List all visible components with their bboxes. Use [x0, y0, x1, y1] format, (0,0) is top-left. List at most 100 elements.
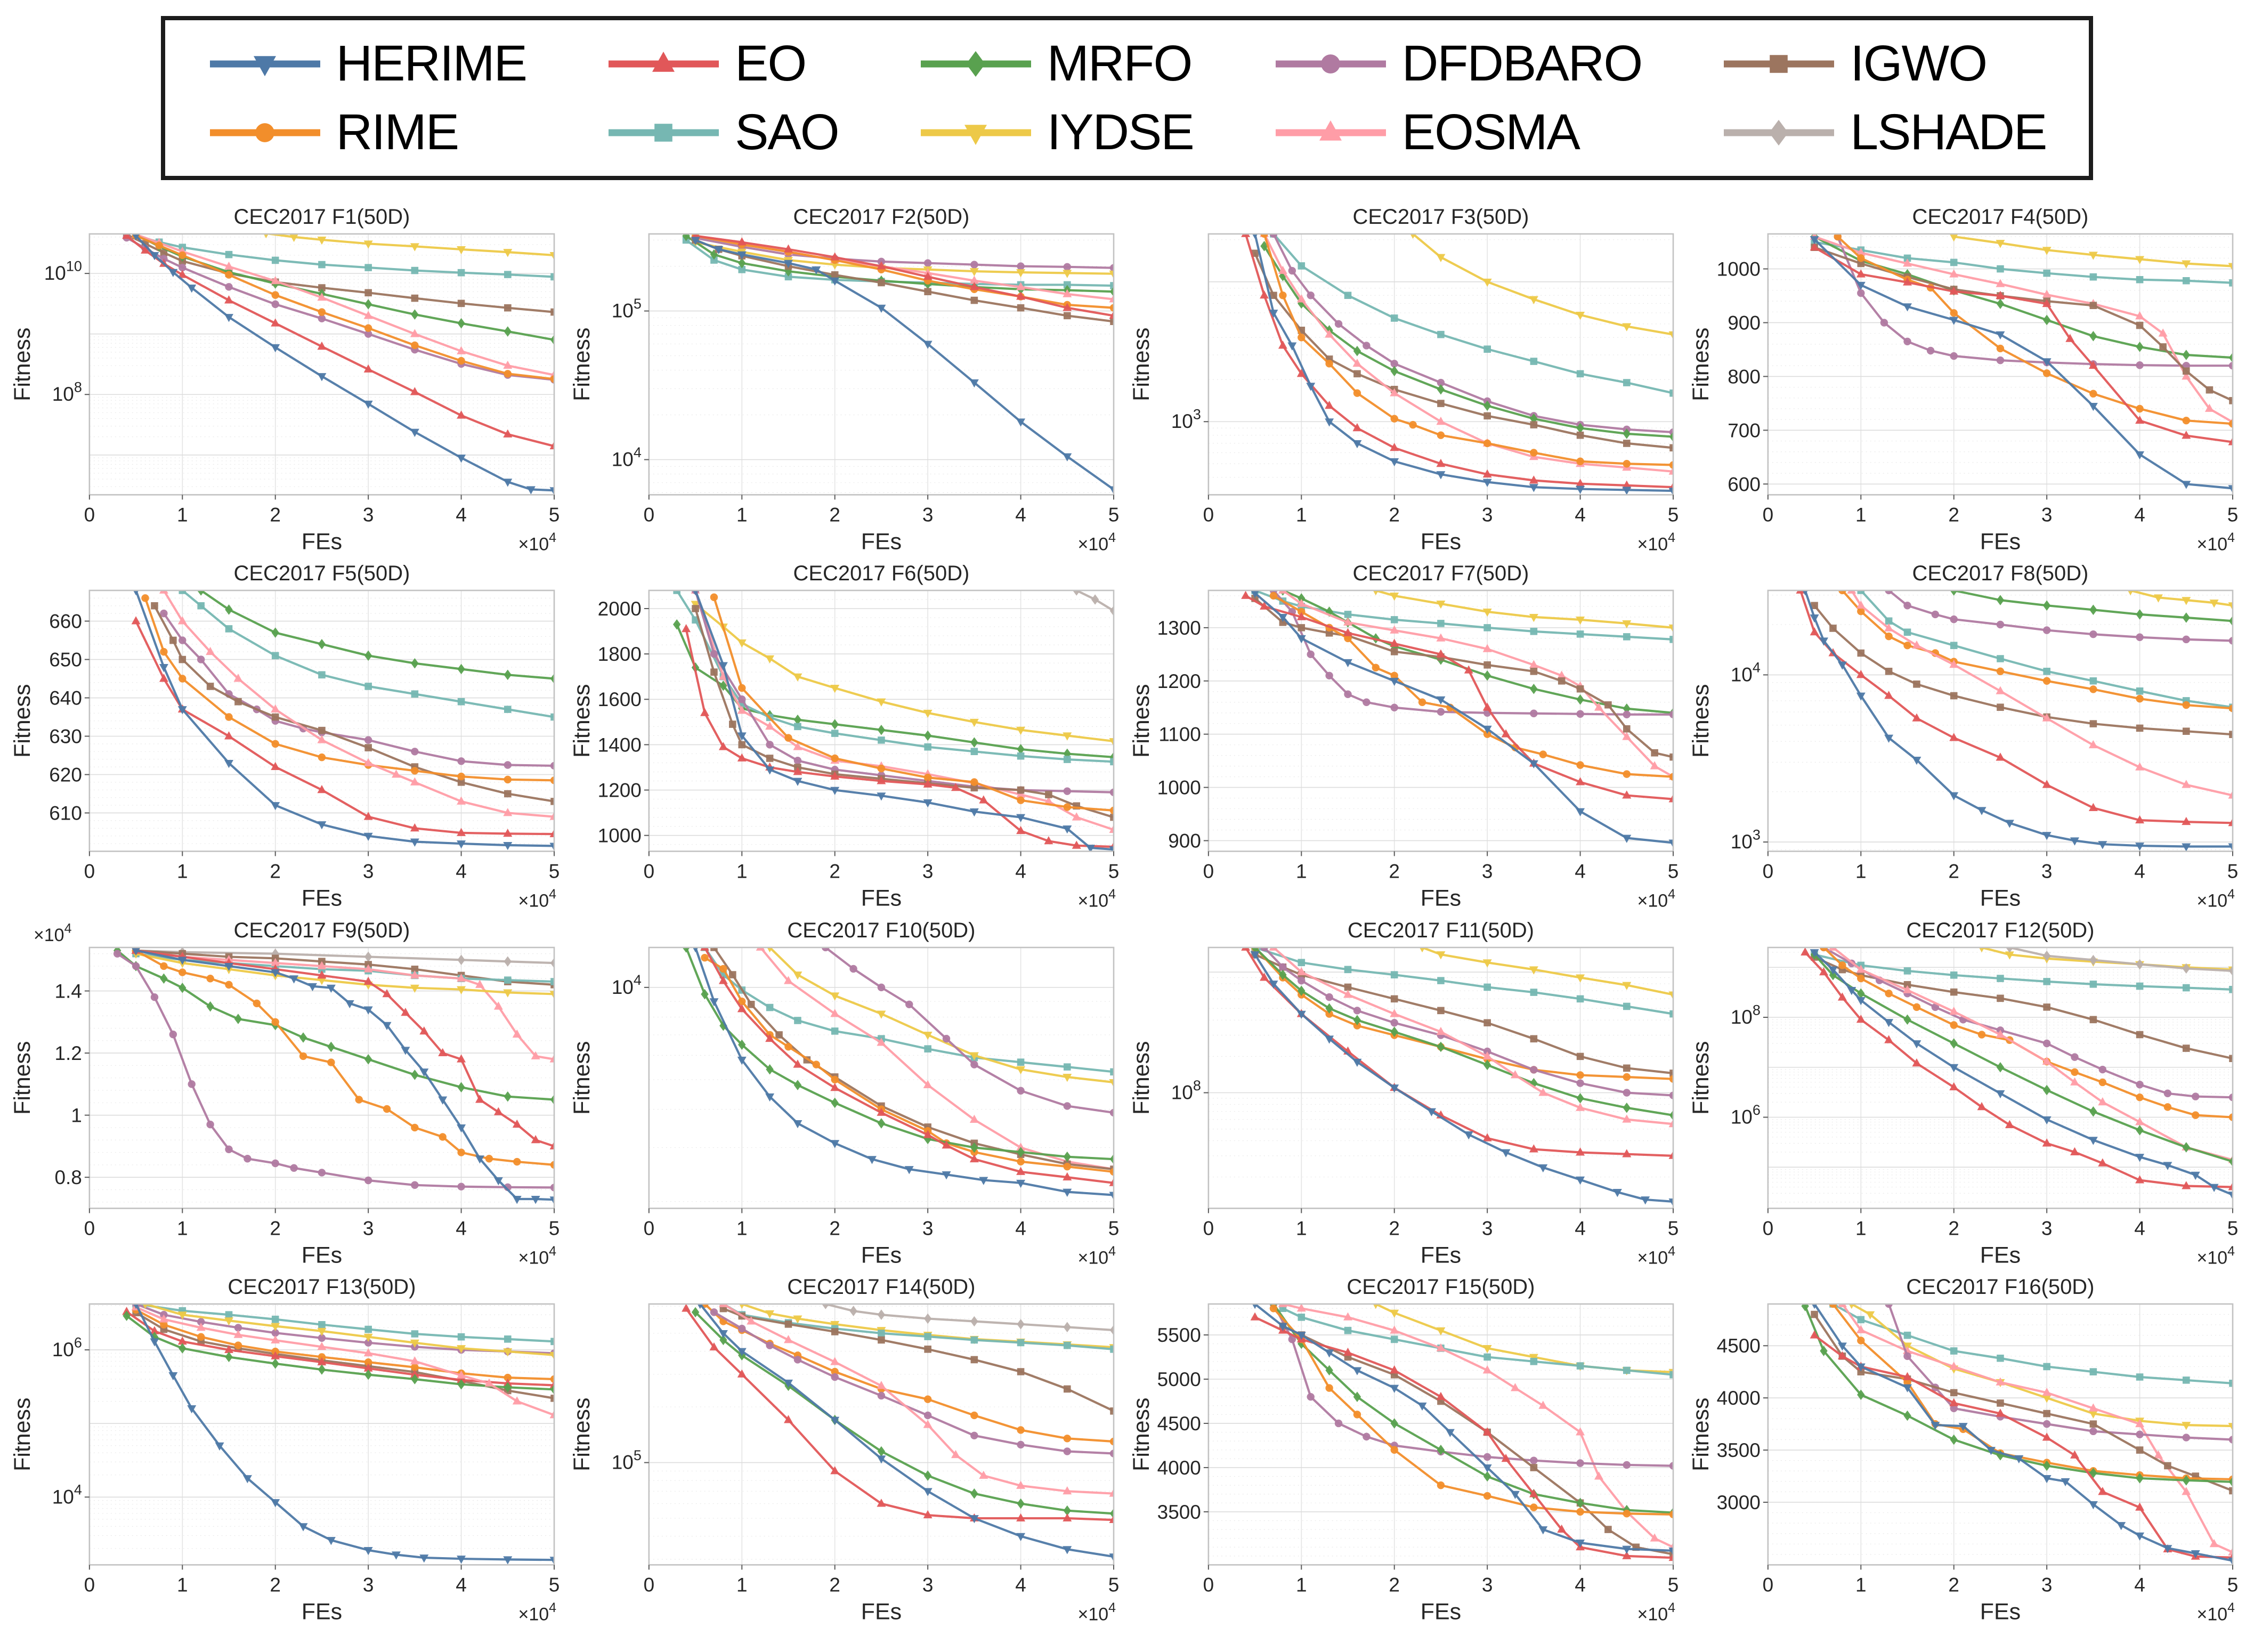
y-axis-label: Fitness [1688, 1398, 1714, 1471]
svg-text:3: 3 [2041, 504, 2053, 525]
svg-text:2: 2 [1948, 504, 1959, 525]
y-axis-label: Fitness [1129, 1041, 1154, 1114]
series-herime [132, 233, 555, 495]
svg-text:105: 105 [612, 296, 642, 322]
svg-text:2: 2 [270, 861, 281, 882]
x-axis-label: FEs [861, 1242, 902, 1268]
svg-text:104: 104 [1731, 660, 1761, 686]
series-eosma [131, 233, 555, 378]
legend-label-rime: RIME [336, 104, 459, 160]
series-eo [1810, 1330, 2233, 1561]
chart-cec2017-f5-50d-: CEC2017 F5(50D) 0 1 2 3 4 5 610 620 630 640 650 660 F… [10, 562, 560, 911]
series-eo [122, 1307, 555, 1389]
series-mrfo [123, 1310, 555, 1395]
x-exponent-label: ×104 [1078, 887, 1116, 911]
tick-marks [1203, 627, 1674, 856]
svg-text:4: 4 [1575, 861, 1586, 882]
series-igwo [1251, 950, 1674, 1077]
series-mrfo [1251, 947, 1674, 1121]
svg-text:4000: 4000 [1717, 1387, 1761, 1409]
series-rime [1838, 590, 2233, 713]
series-dfdbaro [1820, 947, 2233, 1102]
svg-text:0: 0 [1763, 504, 1774, 525]
series-eosma [159, 590, 555, 820]
chart-title: CEC2017 F2(50D) [793, 205, 970, 229]
chart-cec2017-f14-50d-: CEC2017 F14(50D) 0 1 2 3 4 5 105 FEs ×104 Fitness [569, 1275, 1119, 1624]
series-rime [132, 1306, 555, 1383]
x-axis-label: FEs [1980, 886, 2021, 911]
legend-label-herime: HERIME [336, 35, 528, 92]
axes-box [648, 590, 1115, 853]
series-rime [141, 594, 555, 785]
chart-title: CEC2017 F4(50D) [1912, 205, 2089, 229]
series-eo [682, 624, 1114, 851]
chart-title: CEC2017 F10(50D) [787, 919, 975, 942]
grid-lines [1208, 947, 1674, 1209]
series-eo [682, 1304, 1114, 1524]
legend-item-iydse: IYDSE [919, 107, 1195, 158]
svg-text:2: 2 [1948, 1217, 1959, 1239]
svg-text:1: 1 [736, 1574, 748, 1596]
labels: CEC2017 F4(50D) 0 1 2 3 4 5 600 700 800 900 1000 FEs… [1688, 205, 2238, 554]
legend-label-igwo: IGWO [1850, 35, 1988, 92]
x-axis-label: FEs [861, 1599, 902, 1624]
axes-box [1767, 233, 2234, 496]
series-herime [692, 947, 1114, 1200]
legend-item-sao: SAO [606, 107, 840, 158]
chart-cec2017-f6-50d-: CEC2017 F6(50D) 0 1 2 3 4 5 1000 1200 1400 1600 180… [569, 562, 1119, 911]
series-eo [131, 947, 555, 1149]
x-exponent-label: ×104 [1637, 887, 1676, 911]
series-iydse [1419, 947, 1674, 1000]
svg-text:2: 2 [1389, 504, 1400, 525]
svg-text:5: 5 [549, 1217, 560, 1239]
svg-text:2: 2 [270, 1574, 281, 1596]
svg-text:1: 1 [1855, 861, 1867, 882]
axes-box [1767, 590, 2234, 853]
x-exponent-label: ×104 [1078, 530, 1116, 554]
chart-cec2017-f9-50d-: CEC2017 F9(50D) 0 1 2 3 4 5 0.8 1 1.2 1.4 FEs ×104 ×1… [10, 919, 560, 1268]
series-herime [133, 590, 555, 852]
tick-marks [1763, 1345, 2234, 1570]
svg-text:3500: 3500 [1717, 1439, 1761, 1461]
series-mrfo [113, 947, 555, 1105]
series-group [122, 233, 555, 495]
svg-text:108: 108 [1731, 1002, 1761, 1028]
series-rime [701, 953, 1114, 1176]
labels: CEC2017 F16(50D) 0 1 2 3 4 5 3000 3500 4000 4500 FE… [1688, 1275, 2238, 1624]
labels: CEC2017 F1(50D) 0 1 2 3 4 5 108 1010 FEs ×104 Fitne… [10, 205, 560, 554]
y-axis-label: Fitness [569, 1041, 595, 1114]
series-eosma [1847, 590, 2233, 799]
svg-text:700: 700 [1728, 419, 1761, 441]
diamond-line-icon [920, 51, 1031, 77]
chart-title: CEC2017 F16(50D) [1906, 1275, 2094, 1299]
svg-text:4: 4 [456, 1574, 467, 1596]
svg-text:0: 0 [84, 861, 95, 882]
series-herime [692, 590, 1114, 852]
y-axis-label: Fitness [569, 1398, 595, 1471]
svg-text:108: 108 [1171, 1078, 1201, 1104]
series-rime [132, 233, 555, 383]
svg-text:900: 900 [1728, 312, 1761, 334]
series-mrfo [1279, 590, 1674, 718]
series-group [682, 233, 1114, 495]
legend-label-eosma: EOSMA [1401, 104, 1580, 160]
x-exponent-label: ×104 [1637, 1600, 1676, 1624]
tick-marks [644, 310, 1115, 500]
svg-text:103: 103 [1731, 827, 1761, 853]
series-sao [719, 1304, 1114, 1353]
svg-text:0.8: 0.8 [55, 1167, 82, 1188]
y-axis-label: Fitness [1129, 328, 1154, 401]
series-eo [691, 233, 1114, 319]
svg-text:1: 1 [1296, 1217, 1307, 1239]
series-group [1796, 590, 2233, 852]
series-sao [132, 233, 555, 281]
svg-text:3: 3 [922, 1217, 934, 1239]
svg-text:1000: 1000 [598, 825, 642, 847]
labels: CEC2017 F8(50D) 0 1 2 3 4 5 103 104 FEs ×104 Fitnes… [1688, 562, 2238, 911]
series-eosma [131, 1304, 555, 1419]
svg-text:0: 0 [1763, 1574, 1774, 1596]
series-group [122, 1304, 555, 1565]
series-group [682, 947, 1114, 1200]
tick-marks [644, 1462, 1115, 1570]
svg-text:1: 1 [1855, 1217, 1867, 1239]
